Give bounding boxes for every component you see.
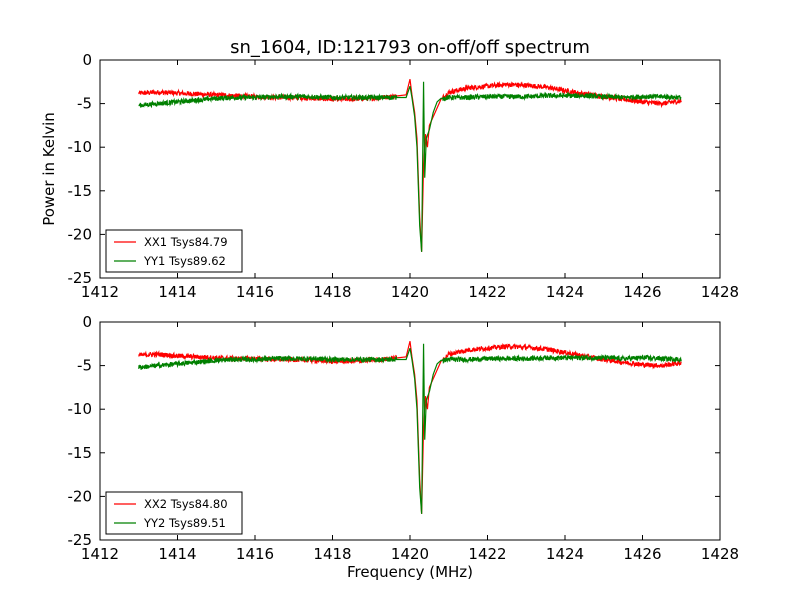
y-tick-label: -20	[68, 487, 93, 505]
subplot-1: 1412 1414 1416 1418 1420 1422 1424 1426 1428 0 -5 -…	[40, 51, 739, 301]
series-line-1-2	[138, 81, 682, 252]
x-tick-label: 1420	[391, 283, 429, 301]
y-axis-label: Power in Kelvin	[40, 112, 58, 226]
x-tick-label: 1422	[468, 545, 506, 563]
x-tick-label: 1422	[468, 283, 506, 301]
x-tick-label: 1426	[623, 283, 661, 301]
legend-label: YY2 Tsys89.51	[143, 516, 226, 530]
series-line-2-2	[138, 343, 682, 514]
y-tick-label: -25	[68, 531, 93, 549]
x-tick-label: 1428	[701, 283, 739, 301]
legend: XX1 Tsys84.79 YY1 Tsys89.62	[105, 229, 243, 273]
legend: XX2 Tsys84.80 YY2 Tsys89.51	[105, 491, 243, 535]
x-tick-label: 1414	[158, 283, 196, 301]
y-tick-label: 0	[82, 51, 92, 69]
legend-label: XX1 Tsys84.79	[144, 235, 228, 249]
x-tick-label: 1428	[701, 545, 739, 563]
legend-box	[105, 229, 243, 273]
y-tick-label: -5	[77, 357, 92, 375]
x-tick-label: 1418	[313, 545, 351, 563]
x-tick-label: 1420	[391, 545, 429, 563]
subplot-2: 1412 1414 1416 1418 1420 1422 1424 1426 1428 0 -5 -…	[68, 313, 740, 581]
y-tick-label: -15	[68, 444, 93, 462]
y-tick-label: -10	[68, 400, 93, 418]
x-tick-label: 1424	[546, 283, 584, 301]
x-tick-label: 1412	[81, 545, 119, 563]
y-tick-label: -15	[68, 182, 93, 200]
legend-box	[105, 491, 243, 535]
legend-label: XX2 Tsys84.80	[144, 497, 228, 511]
y-tick-label: 0	[82, 313, 92, 331]
y-tick-label: -20	[68, 225, 93, 243]
y-tick-label: -5	[77, 95, 92, 113]
x-axis-label: Frequency (MHz)	[347, 563, 473, 581]
x-tick-label: 1418	[313, 283, 351, 301]
x-tick-label: 1416	[236, 545, 274, 563]
x-tick-label: 1424	[546, 545, 584, 563]
chart-title: sn_1604, ID:121793 on-off/off spectrum	[230, 37, 590, 58]
plots-container: 1412 1414 1416 1418 1420 1422 1424 1426 1428 0 -5 -…	[40, 51, 739, 581]
x-tick-label: 1426	[623, 545, 661, 563]
x-tick-label: 1412	[81, 283, 119, 301]
x-tick-label: 1416	[236, 283, 274, 301]
y-tick-label: -25	[68, 269, 93, 287]
legend-label: YY1 Tsys89.62	[143, 254, 226, 268]
x-tick-label: 1414	[158, 545, 196, 563]
y-tick-label: -10	[68, 138, 93, 156]
